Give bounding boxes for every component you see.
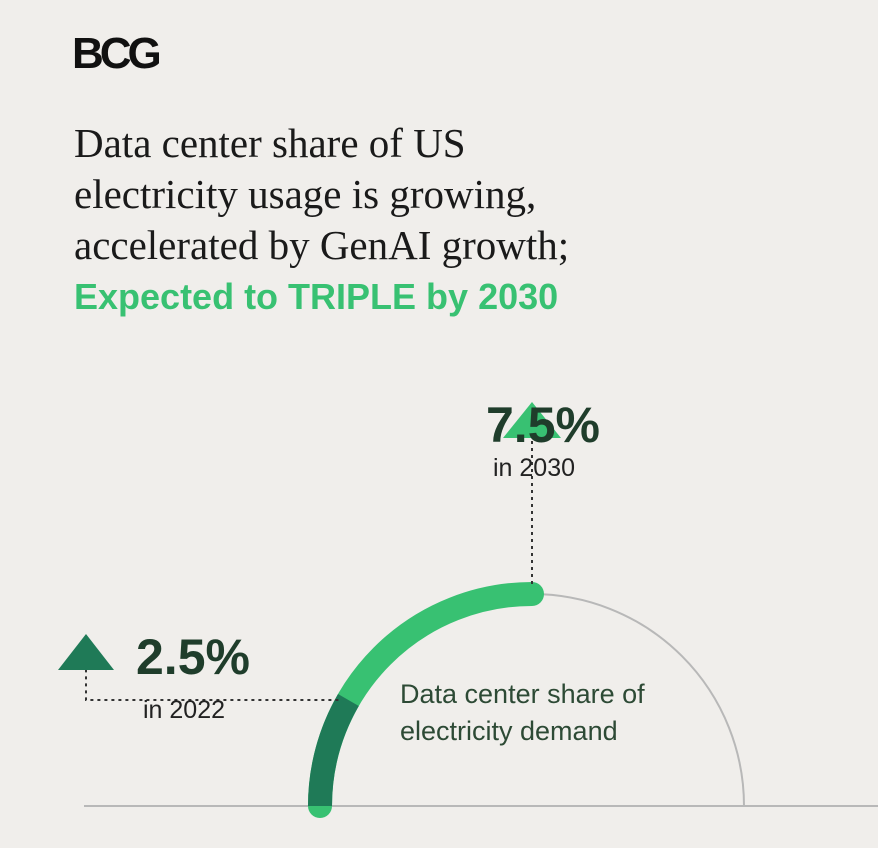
center-label-line-1: Data center share of — [400, 679, 645, 709]
headline-line-1: Data center share of US — [74, 120, 466, 166]
headline-line-2: electricity usage is growing, — [74, 171, 537, 217]
sublabel-2022: in 2022 — [143, 696, 226, 724]
sublabel-2030: in 2030 — [493, 454, 576, 482]
center-label-line-2: electricity demand — [400, 716, 618, 746]
up-arrow-2030-icon — [503, 402, 561, 438]
gauge-arc-2022 — [308, 694, 359, 807]
up-arrow-2022-icon — [58, 634, 114, 670]
headline: Data center share of US electricity usag… — [74, 118, 794, 271]
center-label: Data center share of electricity demand — [400, 676, 720, 750]
bcg-logo: BCG — [72, 29, 162, 78]
value-2022: 2.5% — [136, 629, 250, 685]
headline-line-3: accelerated by GenAI growth; — [74, 222, 570, 268]
leader-line-2022 — [85, 668, 339, 701]
value-2030: 7.5% — [486, 397, 600, 453]
headline-highlight: Expected to TRIPLE by 2030 — [74, 276, 559, 317]
